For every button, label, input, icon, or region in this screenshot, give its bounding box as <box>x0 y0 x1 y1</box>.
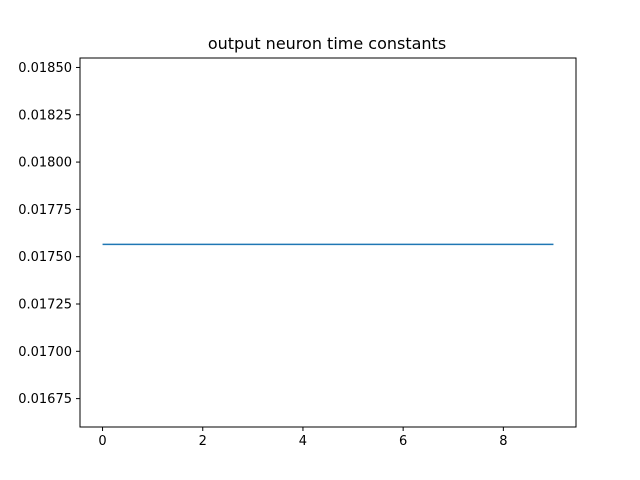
y-tick-label: 0.01675 <box>18 392 72 407</box>
x-tick-label: 4 <box>299 434 307 449</box>
x-tick-label: 8 <box>499 434 507 449</box>
y-tick-label: 0.01775 <box>18 203 72 218</box>
y-tick-label: 0.01825 <box>18 108 72 123</box>
y-tick-label: 0.01850 <box>18 61 72 76</box>
y-tick-label: 0.01750 <box>18 250 72 265</box>
plot-area <box>79 57 577 428</box>
y-tick-label: 0.01700 <box>18 345 72 360</box>
y-tick-label: 0.01800 <box>18 156 72 171</box>
y-tick-label: 0.01725 <box>18 298 72 313</box>
x-tick-label: 6 <box>399 434 407 449</box>
x-axis: 0 2 4 6 8 <box>98 427 507 449</box>
chart-title: output neuron time constants <box>208 34 446 53</box>
plot-frame <box>79 57 577 428</box>
x-tick-label: 0 <box>98 434 106 449</box>
x-tick-label: 2 <box>199 434 207 449</box>
y-axis: 0.01675 0.01700 0.01725 0.01750 0.01775 0.018… <box>18 61 80 407</box>
